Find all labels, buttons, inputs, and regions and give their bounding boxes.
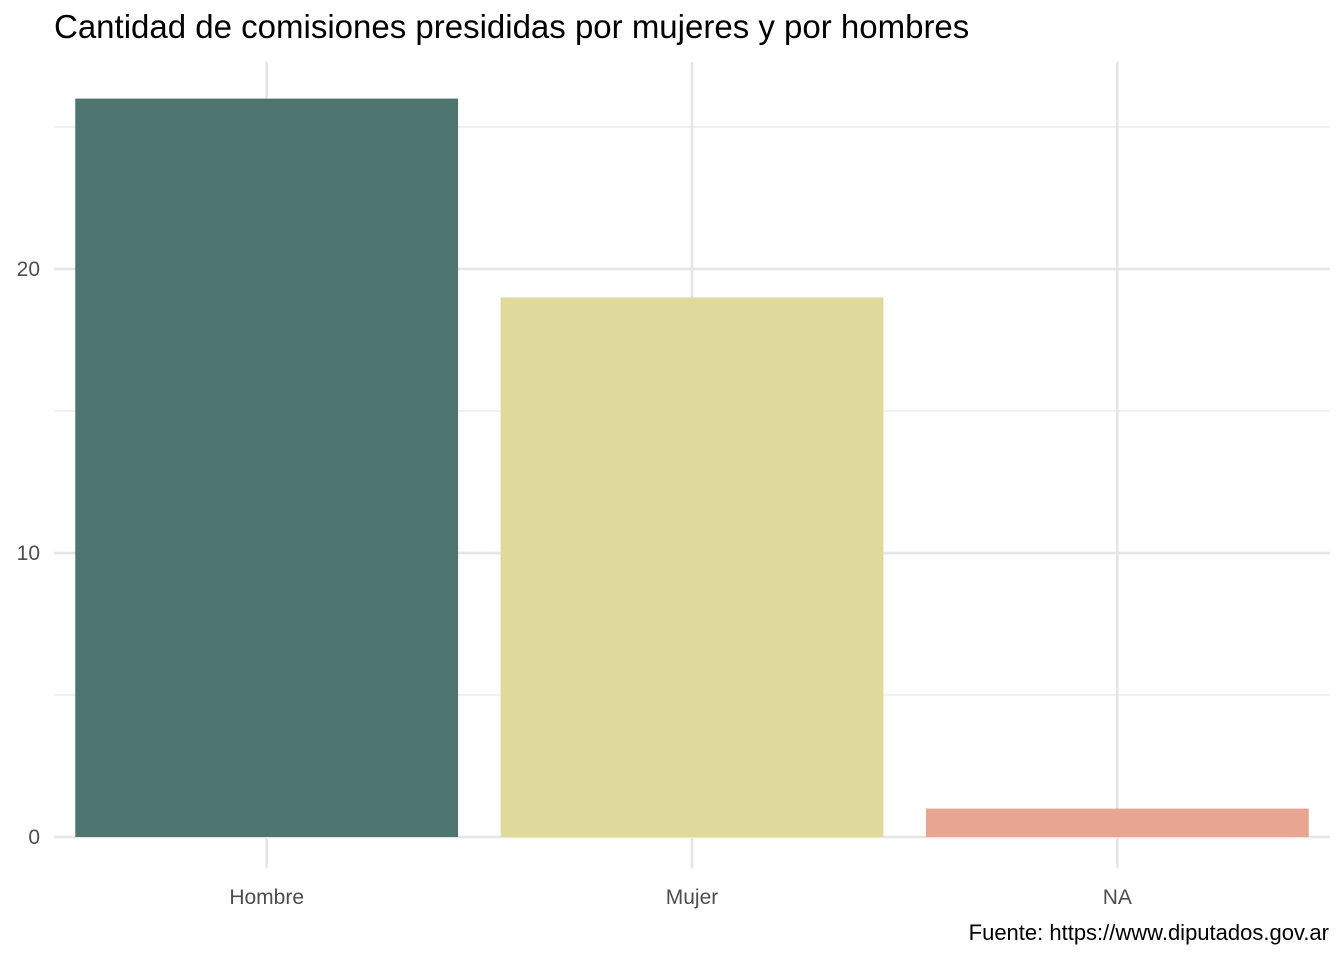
x-tick-label: Hombre [229, 886, 304, 909]
chart-title: Cantidad de comisiones presididas por mu… [54, 8, 970, 45]
bar-mujer [500, 297, 884, 837]
y-tick-label: 10 [17, 542, 40, 565]
y-tick-label: 0 [28, 826, 40, 849]
x-tick-label: NA [1103, 886, 1132, 909]
y-tick-labels: 0 10 20 [17, 258, 40, 849]
x-tick-labels: Hombre Mujer NA [229, 886, 1132, 909]
chart-caption: Fuente: https://www.diputados.gov.ar [968, 920, 1329, 945]
bar-na [925, 808, 1309, 837]
x-tick-label: Mujer [666, 886, 719, 909]
y-tick-label: 20 [17, 258, 40, 281]
bars [75, 98, 1309, 838]
bar-hombre [75, 98, 459, 838]
